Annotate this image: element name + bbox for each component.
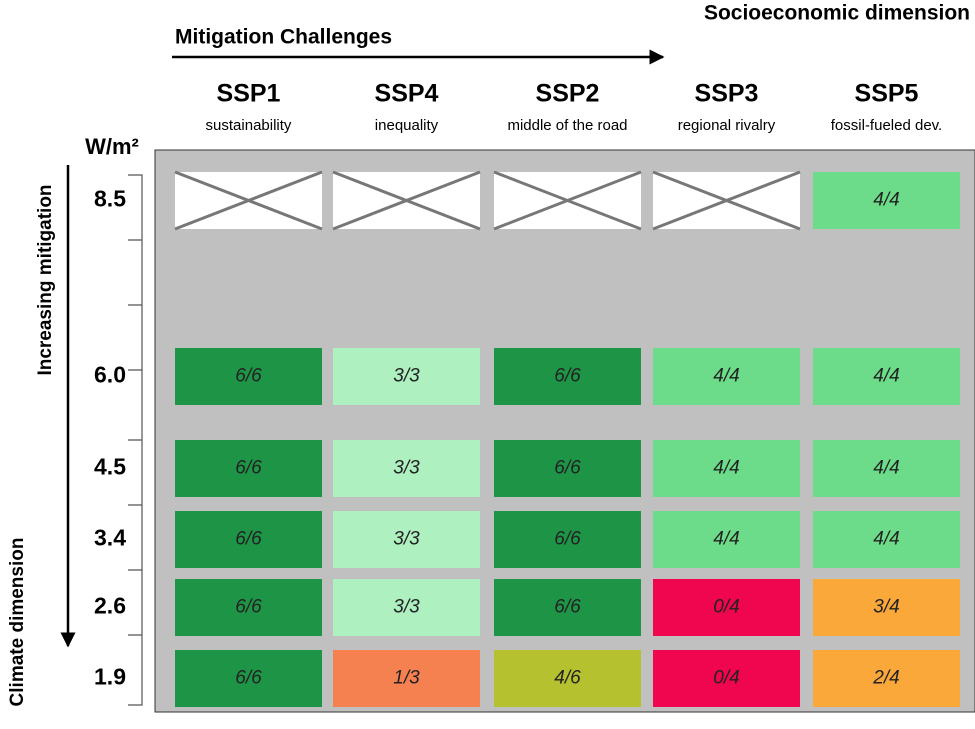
cross: [332, 170, 481, 231]
cell-text: 6/6: [235, 366, 262, 387]
cell-text: 6/6: [235, 597, 262, 618]
cell-text: 4/4: [873, 190, 899, 211]
cell: [813, 348, 960, 405]
cell: [333, 440, 480, 497]
cell-text: 3/3: [393, 529, 420, 550]
column-name: SSP4: [375, 80, 439, 108]
row-label: 3.4: [94, 525, 126, 551]
cross: [174, 170, 323, 231]
column-subtitle: inequality: [375, 117, 439, 134]
cell: [333, 348, 480, 405]
column-name: SSP3: [695, 80, 759, 108]
column-name: SSP2: [536, 80, 600, 108]
cell-text: 4/4: [713, 366, 739, 387]
column-subtitle: sustainability: [206, 117, 292, 134]
cell: [175, 579, 322, 636]
column-name: SSP5: [855, 80, 919, 108]
cell: [494, 348, 641, 405]
unit-label: W/m²: [85, 134, 139, 159]
cell-text: 4/6: [554, 668, 581, 689]
cell: [494, 440, 641, 497]
cell: [813, 440, 960, 497]
cell-text: 3/3: [393, 458, 420, 479]
row-label: 6.0: [94, 362, 126, 388]
column-subtitle: fossil-fueled dev.: [831, 117, 942, 134]
cell: [333, 511, 480, 568]
socioeconomic-axis-label: Socioeconomic dimension: [704, 2, 970, 25]
cell-text: 6/6: [554, 597, 581, 618]
cell: [333, 579, 480, 636]
cell-text: 6/6: [554, 366, 581, 387]
cell: [494, 650, 641, 707]
row-label: 8.5: [94, 186, 126, 212]
cell: [653, 579, 800, 636]
cell-text: 3/3: [393, 366, 420, 387]
row-bracket: [128, 174, 143, 706]
cell: [175, 348, 322, 405]
cell-text: 4/4: [713, 529, 739, 550]
cell: [813, 579, 960, 636]
column-name: SSP1: [217, 80, 281, 108]
cell-text: 6/6: [235, 529, 262, 550]
cell: [494, 579, 641, 636]
cell-text: 4/4: [713, 458, 739, 479]
cell: [175, 440, 322, 497]
cell: [813, 172, 960, 229]
cell-text: 4/4: [873, 529, 899, 550]
cell: [175, 650, 322, 707]
cell-text: 6/6: [554, 458, 581, 479]
cell: [813, 511, 960, 568]
row-label: 1.9: [94, 664, 126, 690]
cell-text: 4/4: [873, 366, 899, 387]
cell: [653, 511, 800, 568]
cross: [652, 170, 801, 231]
cell: [813, 650, 960, 707]
cell-text: 3/4: [873, 597, 899, 618]
row-label: 2.6: [94, 593, 126, 619]
cell: [175, 511, 322, 568]
column-subtitle: regional rivalry: [678, 117, 776, 134]
cell: [494, 511, 641, 568]
cell-text: 3/3: [393, 597, 420, 618]
mitigation-row-label: Increasing mitigation: [35, 184, 56, 375]
cell-text: 6/6: [235, 458, 262, 479]
cell-text: 6/6: [554, 529, 581, 550]
cell: [653, 440, 800, 497]
cell-text: 2/4: [872, 668, 899, 689]
cell: [333, 650, 480, 707]
cell-text: 4/4: [873, 458, 899, 479]
cell-text: 0/4: [713, 668, 739, 689]
mitigation-axis-label: Mitigation Challenges: [175, 26, 392, 49]
cell-text: 1/3: [393, 668, 420, 689]
cross: [493, 170, 642, 231]
cell-text: 0/4: [713, 597, 739, 618]
cell: [653, 348, 800, 405]
climate-row-label: Climate dimension: [7, 538, 28, 707]
cell-text: 6/6: [235, 668, 262, 689]
row-label: 4.5: [94, 454, 126, 480]
column-subtitle: middle of the road: [507, 117, 627, 134]
cell: [653, 650, 800, 707]
